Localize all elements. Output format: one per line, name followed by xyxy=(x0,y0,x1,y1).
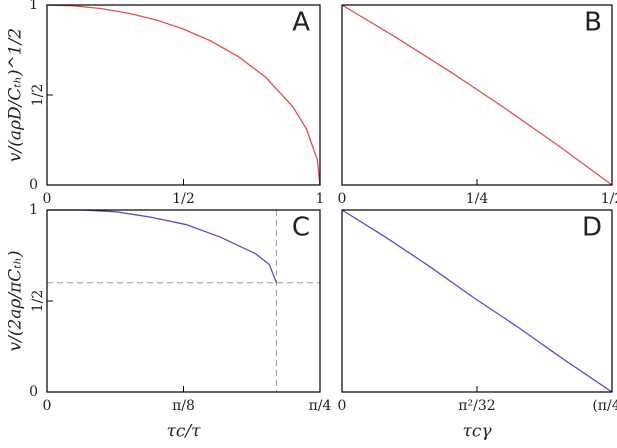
x-tick-label: π/8 xyxy=(172,398,195,414)
y-axis-label: v/(2aρ/πCₜₕ) xyxy=(6,251,26,352)
y-tick-label: 1/2 xyxy=(30,290,46,313)
x-axis-label: τc/τ xyxy=(166,422,201,442)
y-axis-label: v/(aρD/Cₜₕ)^1/2 xyxy=(6,28,26,162)
panel-label: D xyxy=(582,213,602,243)
y-tick-label: 0 xyxy=(29,177,38,193)
x-tick-label: π/4 xyxy=(309,398,332,414)
x-tick-label: π²/32 xyxy=(458,398,495,414)
x-tick-label: 0 xyxy=(43,398,52,414)
y-tick-label: 1 xyxy=(29,202,38,218)
curve xyxy=(46,4,321,186)
y-tick-label: 0 xyxy=(29,384,38,400)
plot-frame xyxy=(46,4,321,186)
x-tick-label: 1 xyxy=(316,191,325,207)
x-tick-label: (π/4)² xyxy=(592,398,617,414)
curve xyxy=(47,209,278,284)
curve xyxy=(341,209,613,393)
plot-frame xyxy=(341,4,613,186)
y-tick-label: 1/2 xyxy=(30,84,46,107)
x-tick-label: 0 xyxy=(43,191,52,207)
y-tick-label: 1 xyxy=(29,0,38,13)
panel-label: A xyxy=(292,8,310,38)
x-tick-label: 1/2 xyxy=(172,191,195,207)
panel-label: B xyxy=(584,8,602,38)
curve xyxy=(341,4,613,186)
x-tick-label: 1/2 xyxy=(601,191,617,207)
x-axis-label: τcγ xyxy=(462,422,492,442)
x-tick-label: 1/4 xyxy=(466,191,489,207)
panel-label: C xyxy=(292,213,310,243)
plot-frame xyxy=(46,209,321,393)
x-tick-label: 0 xyxy=(338,191,347,207)
x-tick-label: 0 xyxy=(338,398,347,414)
